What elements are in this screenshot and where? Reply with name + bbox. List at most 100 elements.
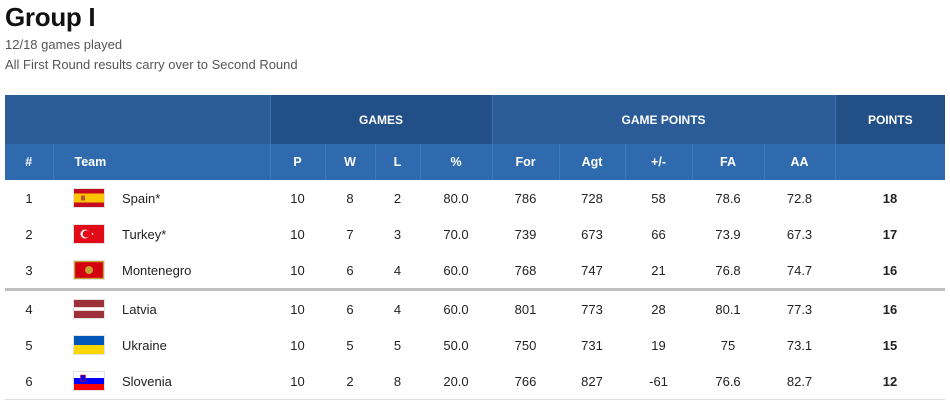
montenegro-flag-icon — [74, 261, 104, 279]
played-cell: 10 — [270, 288, 325, 327]
rank-cell: 5 — [25, 337, 33, 353]
game-points-group-header: GAME POINTS — [491, 95, 836, 144]
point-diff-cell: 19 — [651, 337, 666, 353]
points-for-cell: 768 — [514, 262, 537, 278]
points-for-cell: 801 — [492, 288, 560, 327]
points-against-cell: 747 — [581, 262, 603, 278]
wins-cell: 6 — [346, 262, 354, 278]
for-average-cell: 80.1 — [692, 288, 765, 327]
wins-cell: 8 — [346, 190, 354, 206]
games-group-header: GAMES — [269, 95, 493, 144]
for-average-cell: 73.9 — [715, 226, 741, 242]
table-row: 5 Ukraine 10 5 5 50.0 750 731 19 75 73.1 15 — [5, 327, 945, 363]
page-title: Group I — [5, 2, 96, 32]
points-cell: 15 — [882, 337, 898, 353]
percentage-cell: 60.0 — [443, 262, 469, 278]
slovenia-flag-icon — [74, 372, 104, 390]
team-cell[interactable]: Montenegro — [53, 252, 270, 290]
games-played-text: 12/18 games played — [5, 37, 123, 52]
col-wins[interactable]: W — [324, 144, 375, 180]
wins-cell: 5 — [346, 337, 354, 353]
points-cell: 16 — [835, 288, 946, 327]
col-point-diff[interactable]: +/- — [624, 144, 693, 180]
rank-cell: 6 — [5, 363, 53, 400]
col-points — [834, 144, 946, 180]
points-group-header: POINTS — [834, 95, 946, 144]
table-row: 1 Spain* 10 8 2 80.0 786 728 58 78.6 72.8 18 — [5, 180, 945, 216]
col-points-against[interactable]: Agt — [558, 144, 626, 180]
points-cell: 17 — [882, 226, 898, 242]
losses-cell: 4 — [375, 288, 420, 327]
team-cell[interactable]: Slovenia — [53, 363, 270, 400]
team-name[interactable]: Latvia — [122, 301, 157, 317]
team-name[interactable]: Ukraine — [122, 337, 167, 353]
team-name[interactable]: Spain* — [122, 190, 161, 206]
table-row: 6 Slovenia 10 2 8 20.0 766 827 -61 76.6 82.7 12 — [5, 363, 946, 400]
points-for-cell: 739 — [514, 226, 537, 242]
points-cell: 12 — [835, 363, 946, 400]
team-cell[interactable]: Turkey* — [53, 216, 270, 252]
point-diff-cell: 28 — [625, 288, 693, 327]
carry-over-note: All First Round results carry over to Se… — [5, 57, 298, 72]
col-team[interactable]: Team — [52, 144, 270, 180]
losses-cell: 3 — [393, 226, 402, 242]
col-points-for[interactable]: For — [491, 144, 560, 180]
standings-table: GAMES GAME POINTS POINTS # Team P W L % … — [5, 95, 946, 400]
point-diff-cell: 21 — [651, 262, 666, 278]
percentage-cell: 80.0 — [443, 190, 469, 206]
points-against-cell: 731 — [581, 337, 603, 353]
against-average-cell: 82.7 — [764, 363, 836, 400]
percentage-cell: 50.0 — [443, 337, 469, 353]
group-header-row: GAMES GAME POINTS POINTS — [5, 95, 946, 144]
percentage-cell: 60.0 — [420, 288, 493, 327]
team-name[interactable]: Turkey* — [122, 226, 167, 242]
table-row: 3 Montenegro 10 6 4 60.0 768 747 21 76.8 74.7 16 — [5, 252, 945, 290]
points-cell: 18 — [882, 190, 898, 206]
played-cell: 10 — [290, 226, 305, 242]
turkey-flag-icon — [74, 225, 104, 243]
against-average-cell: 77.3 — [764, 288, 836, 327]
table-row: 4 Latvia 10 6 4 60.0 801 773 28 80.1 77.3 16 — [5, 288, 946, 327]
rank-cell: 1 — [25, 190, 33, 206]
point-diff-cell: -61 — [625, 363, 693, 400]
for-average-cell: 76.6 — [692, 363, 765, 400]
against-average-cell: 72.8 — [786, 190, 813, 206]
col-for-average[interactable]: FA — [691, 144, 765, 180]
table-row: 2 Turkey* 10 7 3 70.0 739 673 66 73.9 67.3 17 — [5, 216, 945, 252]
team-cell[interactable]: Ukraine — [53, 327, 270, 363]
points-cell: 16 — [882, 262, 898, 278]
played-cell: 10 — [270, 363, 325, 400]
against-average-cell: 74.7 — [786, 262, 813, 278]
for-average-cell: 76.8 — [715, 262, 741, 278]
col-percentage[interactable]: % — [419, 144, 493, 180]
points-for-cell: 750 — [514, 337, 537, 353]
played-cell: 10 — [290, 190, 305, 206]
points-for-cell: 766 — [492, 363, 560, 400]
points-against-cell: 728 — [581, 190, 603, 206]
col-played[interactable]: P — [269, 144, 325, 180]
played-cell: 10 — [290, 262, 305, 278]
point-diff-cell: 66 — [651, 226, 666, 242]
team-cell[interactable]: Latvia — [53, 288, 270, 327]
points-against-cell: 673 — [581, 226, 603, 242]
column-header-row: # Team P W L % For Agt +/- FA AA — [5, 144, 946, 180]
team-name[interactable]: Montenegro — [122, 262, 192, 278]
col-losses[interactable]: L — [374, 144, 420, 180]
col-against-average[interactable]: AA — [763, 144, 836, 180]
team-cell[interactable]: Spain* — [53, 180, 270, 216]
col-rank[interactable]: # — [5, 144, 53, 180]
losses-cell: 2 — [393, 190, 402, 206]
ukraine-flag-icon — [74, 336, 104, 354]
wins-cell: 6 — [325, 288, 375, 327]
team-name[interactable]: Slovenia — [122, 373, 172, 389]
points-for-cell: 786 — [514, 190, 537, 206]
played-cell: 10 — [290, 337, 305, 353]
group-header-blank — [5, 95, 270, 144]
wins-cell: 2 — [325, 363, 375, 400]
point-diff-cell: 58 — [651, 190, 666, 206]
spain-flag-icon — [74, 189, 104, 207]
against-average-cell: 67.3 — [786, 226, 813, 242]
percentage-cell: 70.0 — [443, 226, 469, 242]
rank-cell: 3 — [25, 262, 33, 278]
losses-cell: 4 — [393, 262, 402, 278]
